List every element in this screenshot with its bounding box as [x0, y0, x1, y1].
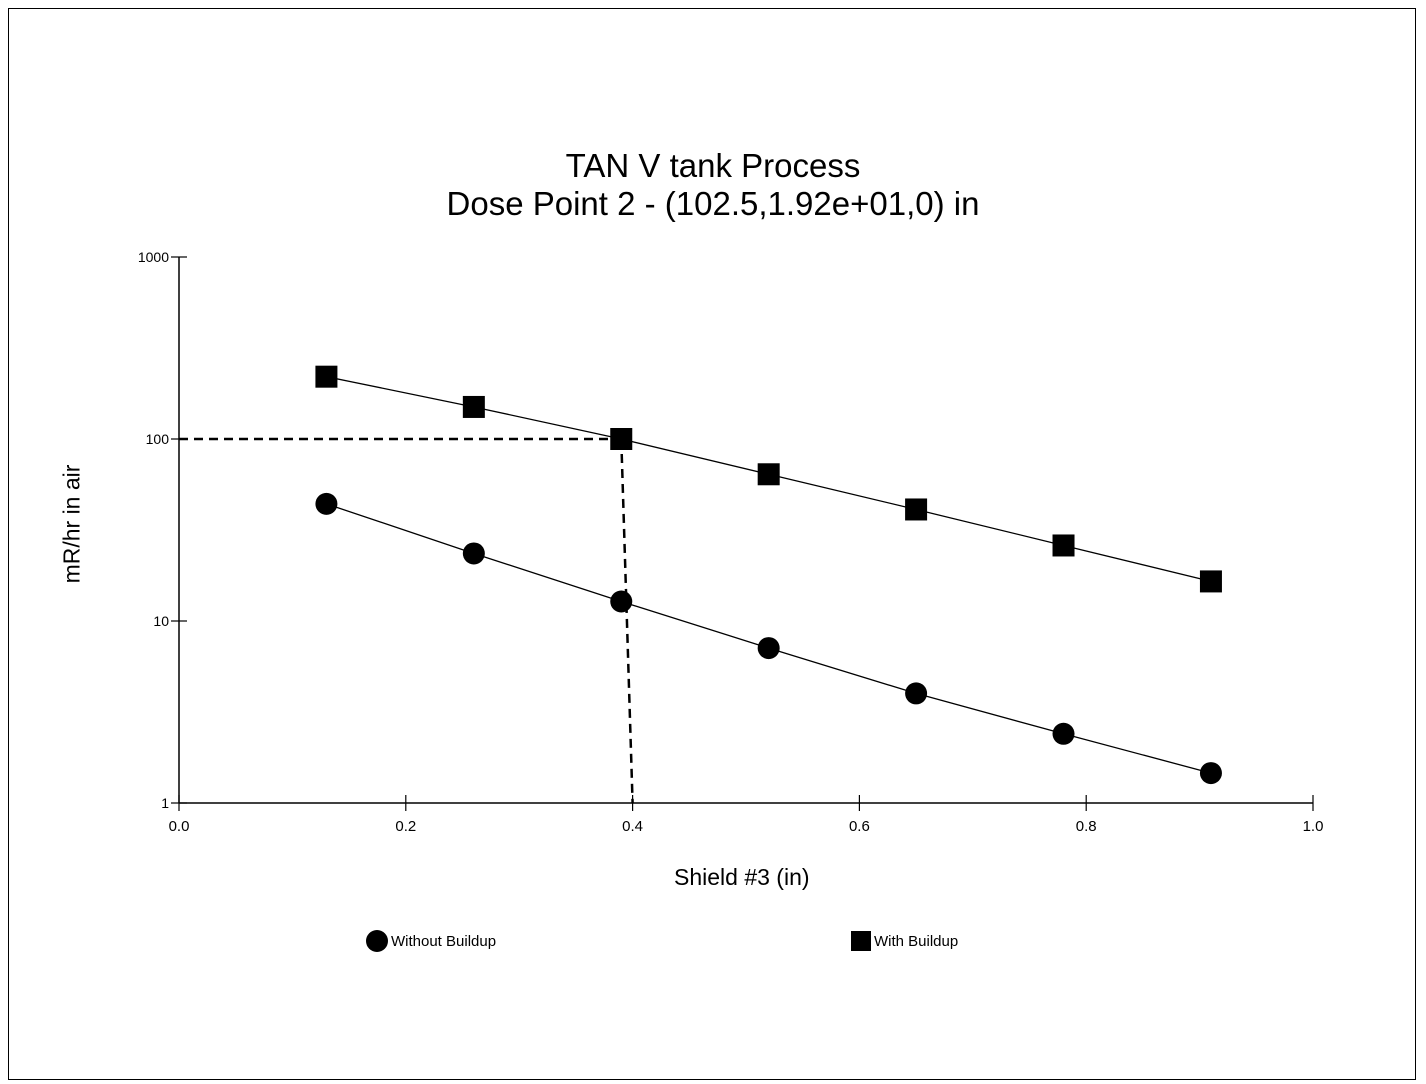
legend-label: Without Buildup [391, 932, 497, 950]
data-point-without-buildup [1052, 722, 1075, 745]
chart-subtitle: Dose Point 2 - (102.5,1.92e+01,0) in [446, 185, 980, 222]
data-point-without-buildup [905, 682, 928, 705]
data-point-with-buildup [1052, 534, 1075, 557]
data-point-with-buildup [315, 365, 338, 388]
legend-item-with-buildup: With Buildup [851, 930, 958, 952]
x-tick-label: 1.0 [1303, 818, 1324, 835]
x-tick-label: 0.6 [849, 818, 870, 835]
legend-square-marker [851, 931, 871, 951]
data-point-with-buildup [462, 395, 485, 418]
data-point-without-buildup [462, 542, 485, 565]
y-tick-label: 100 [146, 431, 170, 447]
reference-dashed-line [620, 438, 634, 804]
data-point-with-buildup [610, 428, 633, 450]
x-tick-label: 0.0 [169, 818, 190, 835]
y-tick-label: 1 [161, 795, 169, 811]
data-point-with-buildup [1199, 570, 1222, 593]
data-point-without-buildup [1199, 762, 1222, 785]
legend-item-without-buildup: Without Buildup [366, 930, 496, 952]
data-point-with-buildup [757, 463, 780, 486]
chart-title: TAN V tank Process [565, 147, 861, 184]
x-tick-label: 0.8 [1076, 818, 1097, 835]
x-tick-label: 0.4 [622, 818, 643, 835]
legend-circle-marker [366, 930, 388, 952]
x-tick-label: 0.2 [395, 818, 416, 835]
chart-frame [8, 8, 1416, 1080]
y-axis-label: mR/hr in air [58, 464, 85, 584]
data-point-without-buildup [757, 637, 780, 660]
y-tick-label: 10 [153, 613, 169, 629]
data-point-without-buildup [315, 492, 338, 515]
data-point-with-buildup [905, 498, 928, 521]
y-tick-label: 1000 [138, 249, 169, 265]
legend-label: With Buildup [874, 932, 959, 950]
data-point-without-buildup [610, 590, 633, 613]
x-axis-label: Shield #3 (in) [674, 864, 810, 890]
